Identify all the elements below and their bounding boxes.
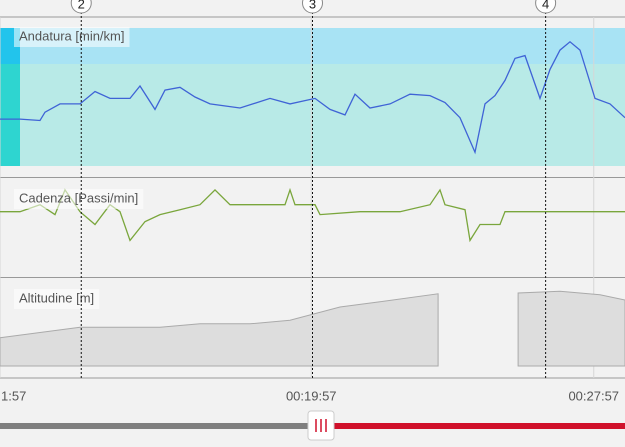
marker-badge <box>535 0 557 14</box>
marker-label: 3 <box>309 0 316 11</box>
x-tick-label: 1:57 <box>1 388 26 403</box>
pace-strip <box>0 64 20 166</box>
slider-track-right <box>333 423 625 429</box>
data-line <box>0 187 625 243</box>
data-line <box>0 40 625 155</box>
plot-layer: 1:57 00:19:57 00:27:57 Andatura [min/km] Cad… <box>0 0 625 403</box>
marker-label: 2 <box>78 0 85 11</box>
slider-grip <box>315 419 327 432</box>
x-tick-label: 00:19:57 <box>286 388 337 403</box>
panel-title: Andatura [min/km] <box>19 28 125 43</box>
panel-title: Cadenza [Passi/min] <box>19 190 138 205</box>
marker-badge <box>70 0 92 14</box>
x-tick-label: 00:27:57 <box>568 388 619 403</box>
slider-track-left <box>0 423 318 429</box>
marker-badge <box>302 0 323 14</box>
pace-band <box>0 64 625 166</box>
panel-title-bg <box>14 27 130 47</box>
panel-title: Altitudine [m] <box>19 290 94 305</box>
marker-label: 4 <box>542 0 549 11</box>
panel-title-bg <box>14 189 144 209</box>
panel-title-bg <box>14 289 100 309</box>
